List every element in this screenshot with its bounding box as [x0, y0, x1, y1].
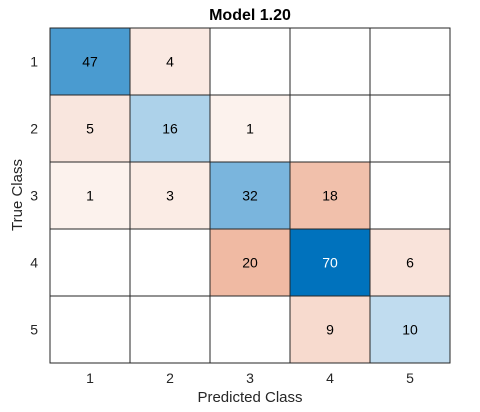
cell-value-r5-c5: 10: [402, 322, 418, 338]
x-axis-label: Predicted Class: [197, 389, 302, 406]
x-tick-label-3: 3: [246, 370, 254, 386]
cell-value-r3-c2: 3: [166, 188, 174, 204]
cell-value-r4-c4: 70: [322, 255, 338, 271]
heatmap-cell-r1-c2: [129, 27, 211, 96]
x-tick-label-1: 1: [86, 370, 94, 386]
heatmap-cell-r4-c5: [369, 228, 451, 297]
cell-value-r3-c3: 32: [242, 188, 258, 204]
heatmap-cell-r1-c5: [369, 27, 451, 96]
y-tick-label-2: 2: [30, 121, 38, 137]
heatmap-cell-r4-c3: [209, 228, 291, 297]
heatmap-cell-r4-c2: [129, 228, 211, 297]
cell-value-r1-c2: 4: [166, 54, 174, 70]
heatmap-cell-r5-c1: [49, 295, 131, 364]
heatmap-cell-r1-c3: [209, 27, 291, 96]
chart-title: Model 1.20: [209, 7, 291, 24]
heatmap-cell-r5-c4: [289, 295, 371, 364]
heatmap-cell-r1-c1: [49, 27, 131, 96]
cell-value-r5-c4: 9: [326, 322, 334, 338]
heatmap-cell-r3-c1: [49, 161, 131, 230]
x-tick-labels: 1 2 3 4 5: [86, 370, 414, 386]
heatmap-cell-r5-c3: [209, 295, 291, 364]
cell-value-r2-c2: 16: [162, 121, 178, 137]
cell-value-r4-c5: 6: [406, 255, 414, 271]
heatmap-cell-r1-c4: [289, 27, 371, 96]
cell-value-r2-c1: 5: [86, 121, 94, 137]
cell-value-r3-c1: 1: [86, 188, 94, 204]
heatmap-cell-r3-c3: [209, 161, 291, 230]
x-tick-label-4: 4: [326, 370, 334, 386]
y-axis-label: True Class: [9, 159, 26, 231]
heatmap-cell-r2-c5: [369, 94, 451, 163]
y-tick-label-1: 1: [30, 54, 38, 70]
cell-value-r1-c1: 47: [82, 54, 98, 70]
x-tick-label-5: 5: [406, 370, 414, 386]
heatmap-cell-r2-c3: [209, 94, 291, 163]
y-tick-label-4: 4: [30, 255, 38, 271]
heatmap-cell-r5-c2: [129, 295, 211, 364]
y-tick-label-3: 3: [30, 188, 38, 204]
x-tick-label-2: 2: [166, 370, 174, 386]
heatmap-cell-r2-c4: [289, 94, 371, 163]
heatmap-cell-r3-c5: [369, 161, 451, 230]
y-tick-labels: 1 2 3 4 5: [30, 54, 38, 338]
cell-value-r3-c4: 18: [322, 188, 338, 204]
heatmap-cell-r4-c1: [49, 228, 131, 297]
y-tick-label-5: 5: [30, 322, 38, 338]
cell-value-r2-c3: 1: [246, 121, 254, 137]
cell-value-r4-c3: 20: [242, 255, 258, 271]
heatmap-cell-r2-c1: [49, 94, 131, 163]
heatmap-cell-r2-c2: [129, 94, 211, 163]
heatmap-cells: 47 4 5 16 1 1 3 32 18 20 70 6 9 10: [49, 27, 451, 364]
heatmap-cell-r5-c5: [369, 295, 451, 364]
